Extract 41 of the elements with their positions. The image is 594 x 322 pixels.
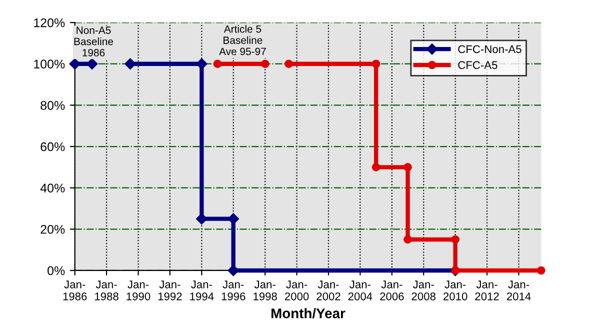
legend-label: CFC-A5 [458, 61, 498, 70]
point [404, 163, 412, 172]
x-tick-label: Jan- 1994 [190, 280, 214, 300]
point [260, 60, 270, 68]
x-tick-label: Jan- 2010 [444, 280, 468, 300]
x-tick-label: Jan- 1992 [158, 280, 182, 300]
annotation: Non-A5 Baseline 1986 [74, 26, 114, 56]
legend-label: CFC-Non-A5 [458, 45, 522, 54]
x-tick-label: Jan- 2004 [348, 280, 372, 300]
point [69, 58, 80, 70]
y-tick-label: 80% [40, 100, 65, 110]
point [196, 213, 208, 224]
point [228, 213, 239, 224]
x-tick-label: Jan- 2012 [475, 280, 499, 300]
x-tick-label: Jan- 1998 [254, 280, 277, 300]
x-tick-label: Jan- 2006 [380, 280, 404, 300]
point [372, 163, 380, 172]
point [124, 58, 136, 70]
x-tick-label: Jan- 2014 [506, 280, 531, 300]
x-tick-label: Jan- 1986 [63, 280, 87, 300]
y-tick-label: 20% [40, 224, 65, 234]
x-tick-label: Jan- 2008 [412, 280, 436, 300]
point [213, 60, 222, 68]
x-axis-title: Month/Year [271, 308, 346, 318]
y-tick-label: 0% [48, 266, 65, 276]
y-tick-label: 40% [40, 184, 65, 192]
point [451, 235, 460, 244]
x-tick-label: Jan- 1996 [222, 280, 246, 300]
point [536, 266, 546, 275]
x-tick-label: Jan- 2002 [316, 280, 340, 300]
y-tick-label: 120% [34, 18, 65, 28]
annotation: Article 5 Baseline Ave 95-97 [219, 25, 266, 56]
point [404, 235, 412, 244]
x-tick-label: Jan- 1988 [95, 280, 118, 300]
x-tick-label: Jan- 1990 [126, 280, 150, 300]
y-tick-label: 100% [34, 60, 65, 69]
y-tick-label: 60% [40, 142, 65, 152]
point [372, 60, 380, 68]
x-tick-label: Jan- 2000 [284, 280, 309, 300]
point [284, 60, 293, 68]
point [196, 58, 208, 70]
